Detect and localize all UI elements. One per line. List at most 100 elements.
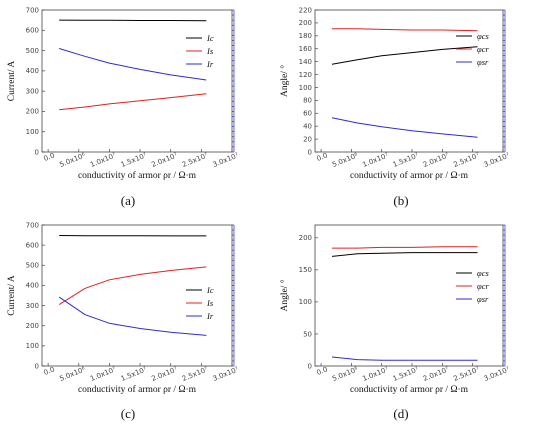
x-tick-label: 2.0x10⁷: [422, 151, 450, 169]
y-tick-label: 80: [303, 97, 312, 105]
legend-label: Ic: [206, 33, 214, 43]
series-line-3: [58, 296, 207, 336]
x-tick-label: 5.0x10⁶: [331, 365, 359, 383]
x-tick-label: 1.0x10⁷: [89, 365, 117, 383]
legend-label: φcr: [477, 281, 489, 291]
panel-label: (a): [121, 193, 135, 208]
y-tick-label: 400: [26, 67, 39, 75]
x-axis-label: conductivity of armor ρr / Ω·m: [78, 170, 197, 181]
y-tick-label: 0: [35, 362, 39, 370]
y-tick-label: 700: [26, 6, 39, 14]
y-tick-label: 600: [26, 27, 39, 35]
chart-panel-4: 0 50 100 150 200 0.0 5.0x10⁶ 1.0x10⁷ 1.5x10⁷ 2.0x…: [279, 224, 511, 421]
x-tick-label: 1.5x10⁷: [392, 151, 420, 169]
plot-frame: [41, 224, 233, 367]
x-tick-label: 3.0x10⁷: [483, 151, 511, 169]
x-tick-label: 2.0x10⁷: [422, 365, 450, 383]
panel-label: (c): [121, 406, 135, 421]
x-tick-label: 0.0: [43, 365, 56, 377]
legend-label: Ir: [206, 59, 214, 69]
plot-frame: [314, 224, 504, 367]
y-tick-label: 160: [299, 45, 312, 53]
y-tick-label: 200: [26, 322, 39, 330]
y-tick-label: 100: [299, 84, 312, 92]
x-tick-label: 0.0: [43, 151, 56, 163]
series-line-3: [331, 356, 478, 361]
series-line-3: [331, 117, 478, 138]
y-axis-label: Angle/ °: [279, 279, 290, 311]
y-tick-label: 200: [26, 108, 39, 116]
y-tick-label: 20: [303, 135, 312, 143]
y-axis-label: Current/ A: [7, 275, 17, 316]
x-tick-label: 2.0x10⁷: [150, 365, 178, 383]
plot-frame: [41, 9, 233, 153]
y-tick-label: 100: [26, 128, 39, 136]
x-tick-label: 3.0x10⁷: [212, 365, 240, 383]
legend-label: Ir: [206, 311, 214, 321]
x-tick-label: 1.0x10⁷: [89, 151, 117, 169]
x-tick-label: 3.0x10⁷: [483, 365, 511, 383]
y-tick-label: 600: [26, 241, 39, 249]
y-tick-label: 400: [26, 282, 39, 290]
x-tick-label: 3.0x10⁷: [212, 151, 240, 169]
y-tick-label: 500: [26, 262, 39, 270]
x-tick-label: 2.0x10⁷: [150, 151, 178, 169]
series-line-1: [331, 46, 478, 65]
y-tick-label: 60: [303, 110, 312, 118]
legend-label: φsr: [477, 294, 489, 304]
y-tick-label: 140: [299, 58, 312, 66]
x-tick-label: 5.0x10⁶: [331, 151, 359, 169]
chart-panel-1: 0 100 200 300 400 500 600 700 0.0 5.0x10⁶ 1.0x10⁷ 1…: [7, 6, 240, 208]
y-tick-label: 180: [299, 32, 312, 40]
x-tick-label: 0.0: [315, 151, 328, 163]
y-axis-label: Current/ A: [7, 61, 17, 102]
y-tick-label: 500: [26, 47, 39, 55]
y-tick-label: 200: [299, 19, 312, 27]
x-axis-label: conductivity of armor ρr / Ω·m: [350, 170, 469, 181]
y-tick-label: 0: [308, 362, 312, 370]
y-tick-label: 100: [26, 342, 39, 350]
legend-label: Ic: [206, 285, 214, 295]
x-tick-label: 0.0: [315, 365, 328, 377]
series-line-3: [59, 48, 207, 81]
legend-label: φcr: [477, 44, 489, 54]
legend-label: φcs: [477, 31, 489, 41]
y-tick-label: 220: [299, 6, 312, 14]
x-tick-label: 2.5x10⁷: [181, 365, 209, 383]
series-line-1: [59, 19, 207, 22]
legend-label: φsr: [477, 57, 489, 67]
legend-label: Is: [206, 298, 214, 308]
y-tick-label: 50: [303, 330, 312, 338]
y-tick-label: 40: [303, 122, 312, 130]
x-tick-label: 2.5x10⁷: [452, 151, 480, 169]
series-line-2: [332, 28, 478, 32]
y-tick-label: 300: [26, 87, 39, 95]
chart-panel-2: 0 20 40 60 80 100 120 140 160 180 200 220 0.0 5.0x10⁶…: [279, 6, 511, 208]
y-tick-label: 150: [299, 266, 312, 274]
legend-label: φcs: [477, 268, 489, 278]
legend-label: Is: [206, 46, 214, 56]
x-tick-label: 1.5x10⁷: [120, 365, 148, 383]
x-tick-label: 1.5x10⁷: [392, 365, 420, 383]
y-axis-label: Angle/ °: [279, 65, 290, 97]
y-tick-label: 0: [308, 148, 312, 156]
panel-label: (b): [393, 193, 408, 208]
x-tick-label: 1.0x10⁷: [361, 151, 389, 169]
panel-label: (d): [393, 406, 408, 421]
y-tick-label: 120: [299, 71, 312, 79]
chart-panel-3: 0 100 200 300 400 500 600 700 0.0 5.0x10⁶ 1.0x10⁷ 1…: [7, 221, 240, 421]
series-line-2: [58, 266, 207, 306]
x-tick-label: 2.5x10⁷: [181, 151, 209, 169]
y-tick-label: 300: [26, 302, 39, 310]
x-axis-label: conductivity of armor ρr / Ω·m: [350, 384, 469, 395]
x-tick-label: 5.0x10⁶: [58, 151, 86, 169]
y-tick-label: 700: [26, 221, 39, 229]
series-line-2: [59, 93, 207, 111]
x-tick-label: 1.0x10⁷: [361, 365, 389, 383]
y-tick-label: 0: [35, 148, 39, 156]
x-tick-label: 2.5x10⁷: [452, 365, 480, 383]
series-line-2: [332, 246, 478, 249]
y-tick-label: 100: [299, 298, 312, 306]
x-tick-label: 1.5x10⁷: [120, 151, 148, 169]
